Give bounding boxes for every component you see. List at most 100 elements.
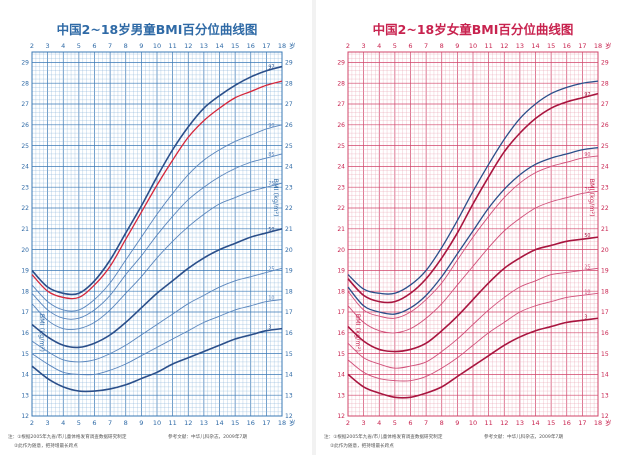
y-tick-label-right: 16	[285, 330, 293, 337]
y-tick-label-right: 20	[601, 247, 609, 254]
percentile-curve-p97	[347, 92, 599, 304]
y-axis-label-right: BMI (kg/m²)	[272, 179, 280, 217]
y-tick-label-right: 19	[601, 268, 609, 275]
percentile-curve-p90	[347, 155, 599, 319]
reference-note: 参考文献：中华儿科杂志，2009年7期	[168, 433, 247, 440]
series-label-p90: 90	[268, 123, 274, 129]
percentile-curve-highlight	[347, 80, 599, 295]
y-tick-label-right: 26	[601, 122, 609, 129]
y-tick-label-right: 21	[285, 226, 293, 233]
y-tick-label-right: 23	[285, 184, 293, 191]
x-tick-label-bottom: 14	[215, 419, 223, 427]
x-tick-label-bottom: 4	[377, 419, 381, 427]
x-tick-label-bottom: 15	[547, 419, 555, 427]
x-tick-label-bottom: 5	[77, 419, 81, 427]
y-tick-label-right: 29	[285, 60, 293, 67]
y-tick-label-right: 27	[601, 101, 609, 108]
x-tick-label-top: 8	[440, 42, 444, 50]
y-tick-label-right: 16	[601, 330, 609, 337]
x-tick-label-bottom: 17	[578, 419, 586, 427]
y-tick-label-right: 26	[285, 122, 293, 129]
series-label-p25: 25	[584, 264, 590, 270]
x-tick-label-bottom: 18	[278, 419, 286, 427]
footnote-line-2: ②此作为随意，把持增最长跨点	[14, 442, 78, 449]
x-tick-label-top: 3	[362, 42, 366, 50]
y-tick-label-left: 12	[21, 413, 29, 420]
x-tick-label-top: 11	[484, 42, 492, 50]
y-tick-label-right: 18	[285, 288, 293, 295]
percentile-curve-p85	[31, 153, 283, 320]
x-tick-label-bottom: 11	[168, 419, 176, 427]
y-tick-label-right: 22	[601, 205, 609, 212]
x-tick-label-top: 16	[563, 42, 571, 50]
y-tick-label-left: 22	[337, 205, 345, 212]
x-tick-label-bottom: 7	[108, 419, 112, 427]
x-tick-label-top: 15	[547, 42, 555, 50]
x-tick-label-top: 16	[247, 42, 255, 50]
x-tick-label-bottom: 7	[424, 419, 428, 427]
y-tick-label-right: 27	[285, 101, 293, 108]
x-tick-label-top: 14	[215, 42, 223, 50]
y-tick-label-left: 21	[337, 226, 345, 233]
y-tick-label-left: 14	[337, 372, 345, 379]
x-tick-label-bottom: 12	[184, 419, 192, 427]
series-label-p10: 10	[584, 289, 590, 295]
x-axis-unit-bottom: 岁	[289, 418, 296, 427]
x-tick-label-bottom: 5	[393, 419, 397, 427]
y-tick-label-left: 22	[21, 205, 29, 212]
x-tick-label-top: 7	[108, 42, 112, 50]
x-tick-label-bottom: 16	[247, 419, 255, 427]
y-tick-label-right: 22	[285, 205, 293, 212]
y-tick-label-left: 14	[21, 372, 29, 379]
series-label-p75: 75	[268, 181, 274, 187]
x-tick-label-top: 5	[393, 42, 397, 50]
x-tick-label-bottom: 17	[262, 419, 270, 427]
y-tick-label-left: 27	[21, 101, 29, 108]
x-tick-label-top: 15	[231, 42, 239, 50]
series-group	[31, 65, 283, 393]
percentile-curve-p25	[347, 267, 599, 369]
y-tick-label-left: 28	[337, 80, 345, 87]
y-tick-label-right: 12	[285, 413, 293, 420]
y-tick-label-right: 17	[601, 309, 609, 316]
percentile-curve-p10	[31, 299, 283, 376]
series-group	[347, 80, 599, 399]
y-tick-label-right: 18	[601, 288, 609, 295]
percentile-curve-p3	[31, 327, 283, 393]
x-tick-label-bottom: 3	[362, 419, 366, 427]
y-tick-label-right: 24	[601, 164, 609, 171]
y-tick-label-right: 21	[601, 226, 609, 233]
series-label-p3: 3	[584, 314, 587, 320]
y-tick-label-right: 13	[285, 392, 293, 399]
y-tick-label-right: 19	[285, 268, 293, 275]
y-tick-label-right: 24	[285, 164, 293, 171]
x-tick-label-top: 3	[46, 42, 50, 50]
y-tick-label-left: 21	[21, 226, 29, 233]
y-tick-label-right: 25	[285, 143, 293, 150]
x-tick-label-bottom: 13	[200, 419, 208, 427]
chart-title: 中国2~18岁女童BMI百分位曲线图	[373, 22, 574, 37]
y-tick-label-left: 20	[21, 247, 29, 254]
x-axis-unit-top: 岁	[289, 41, 296, 50]
y-tick-label-left: 12	[337, 413, 345, 420]
y-tick-label-left: 27	[337, 101, 345, 108]
y-tick-label-left: 18	[21, 288, 29, 295]
percentile-curve-p75	[31, 182, 283, 331]
x-axis-unit-top: 岁	[605, 41, 612, 50]
x-tick-label-bottom: 11	[484, 419, 492, 427]
series-label-p50: 50	[584, 233, 590, 239]
percentile-curve-p3	[347, 317, 599, 399]
y-tick-label-left: 20	[337, 247, 345, 254]
y-tick-label-left: 18	[337, 288, 345, 295]
x-tick-label-bottom: 12	[500, 419, 508, 427]
y-tick-label-left: 15	[21, 351, 29, 358]
y-tick-label-right: 28	[285, 80, 293, 87]
x-tick-label-top: 14	[531, 42, 539, 50]
y-axis-label-left: BMI (kg/m²)	[354, 314, 362, 352]
series-label-p75: 75	[584, 187, 590, 193]
series-label-p3: 3	[268, 325, 271, 331]
x-tick-label-bottom: 15	[231, 419, 239, 427]
y-tick-label-left: 19	[21, 268, 29, 275]
x-tick-label-top: 6	[92, 42, 96, 50]
